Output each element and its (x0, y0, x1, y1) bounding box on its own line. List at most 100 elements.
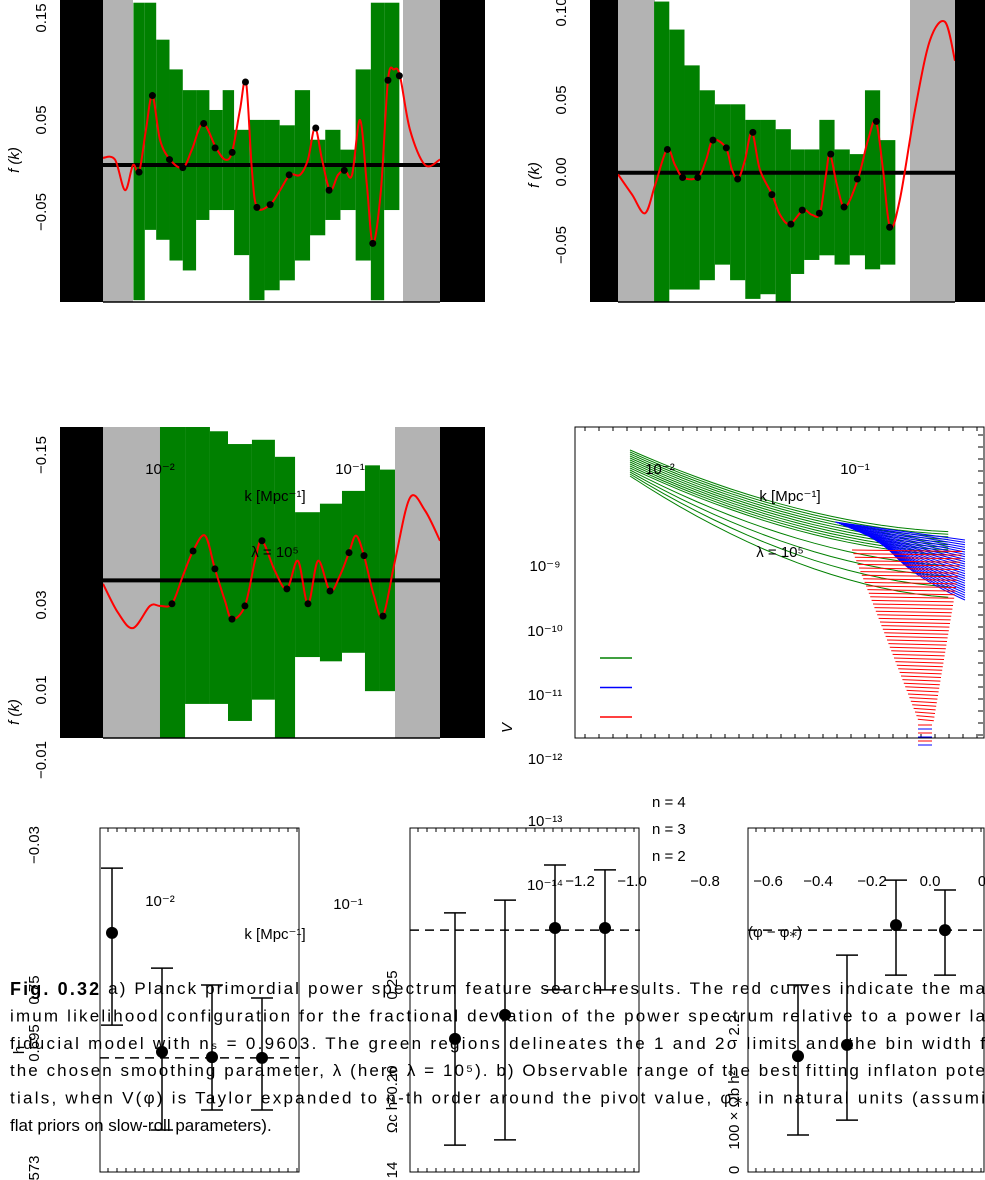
potential-line (895, 661, 944, 664)
y-tick-label: 0.00 (553, 157, 570, 186)
potential-line (629, 465, 949, 553)
bin-band (340, 149, 356, 211)
bin-band (144, 2, 157, 230)
label: λ = 10⁵ (251, 544, 299, 561)
point (872, 117, 880, 125)
point (211, 144, 219, 152)
y-tick-label: 0.05 (553, 85, 570, 114)
potential-line (865, 585, 957, 588)
label: 0 (978, 873, 985, 890)
excluded-region (440, 0, 485, 302)
bin-band (251, 439, 275, 700)
excluded-region (60, 0, 103, 302)
point (787, 220, 795, 228)
point (384, 76, 392, 84)
point (768, 191, 776, 199)
potential-line (907, 693, 939, 696)
caption-line: imum likelihood configuration for the fr… (10, 1007, 985, 1026)
point (168, 600, 176, 608)
label: 0.695 (26, 1024, 43, 1062)
potential-line (896, 664, 943, 668)
label: 10⁻² (645, 461, 675, 478)
legend-label: n = 2 (652, 848, 686, 865)
excluded-region (590, 0, 618, 302)
bin-band (196, 90, 210, 220)
legend-label: n = 4 (652, 794, 686, 811)
potential-line (889, 646, 946, 650)
potential-line (884, 541, 966, 601)
bin-band (274, 456, 296, 738)
label: 573 (26, 1155, 43, 1180)
potential-line (881, 625, 950, 628)
point (228, 615, 236, 623)
excluded-region (955, 0, 985, 302)
legend-label: n = 3 (652, 821, 686, 838)
point (853, 175, 861, 183)
point (827, 150, 835, 158)
potential-line (853, 553, 962, 556)
prior-region (103, 0, 133, 302)
bin-band (341, 490, 365, 653)
excluded-region (440, 427, 485, 738)
potential-line (842, 524, 966, 551)
point (663, 145, 671, 153)
bin-band (745, 119, 761, 299)
potential-line (877, 614, 952, 617)
caption-line: Fig. 0.32 a) Planck primordial power spe… (10, 979, 985, 999)
bin-band (790, 149, 805, 274)
estimate (256, 1051, 268, 1064)
potential-line (872, 603, 954, 606)
prior-region (618, 0, 655, 302)
label: 0.20 (384, 1065, 401, 1094)
label: 10⁻¹ (333, 896, 363, 913)
bin-band (279, 125, 295, 281)
point (749, 128, 757, 136)
point (325, 186, 333, 194)
potential-line (899, 671, 942, 675)
bin-band (222, 90, 235, 211)
y-tick-label: 0.05 (33, 105, 50, 134)
point (165, 156, 173, 164)
potential-line (886, 639, 948, 642)
potential-line (629, 471, 949, 577)
potential-line (891, 650, 946, 653)
potential-line (629, 451, 949, 535)
potential-line (906, 689, 939, 693)
label: 10⁻² (145, 893, 175, 910)
potential-line (857, 563, 960, 567)
y-tick-label: 10⁻⁹ (529, 558, 560, 575)
potential-line (880, 540, 966, 596)
label: k [Mpc⁻¹] (244, 488, 305, 505)
point (734, 175, 742, 183)
estimate (206, 1051, 218, 1064)
bin-band (325, 129, 341, 220)
point (312, 124, 320, 132)
potential-line (892, 653, 945, 657)
potential-line (882, 628, 949, 632)
label: 10⁻¹ (840, 461, 870, 478)
estimate (156, 1045, 168, 1058)
y-tick-label: 0.15 (33, 3, 50, 32)
point (369, 239, 377, 247)
y-axis-label: f (k) (6, 147, 23, 173)
estimate (890, 919, 902, 932)
bin-band (819, 119, 835, 256)
estimate (939, 924, 951, 937)
point (815, 209, 823, 217)
potential-line (874, 607, 953, 610)
point (200, 120, 208, 128)
potential-line (910, 700, 937, 704)
label: 0.75 (26, 975, 43, 1004)
fk-panel (103, 427, 440, 738)
caption-text: imum likelihood configuration for the fr… (10, 1007, 985, 1026)
potential-line (838, 523, 966, 546)
potential-line (878, 617, 951, 621)
bin-band (209, 431, 228, 704)
error-frame (409, 827, 640, 1173)
bin-band (227, 444, 252, 721)
point (360, 552, 368, 560)
y-tick-label: 10⁻¹⁴ (527, 877, 563, 894)
point (266, 201, 274, 209)
y-tick-label: −0.15 (33, 436, 50, 474)
label: −1.0 (617, 873, 647, 890)
